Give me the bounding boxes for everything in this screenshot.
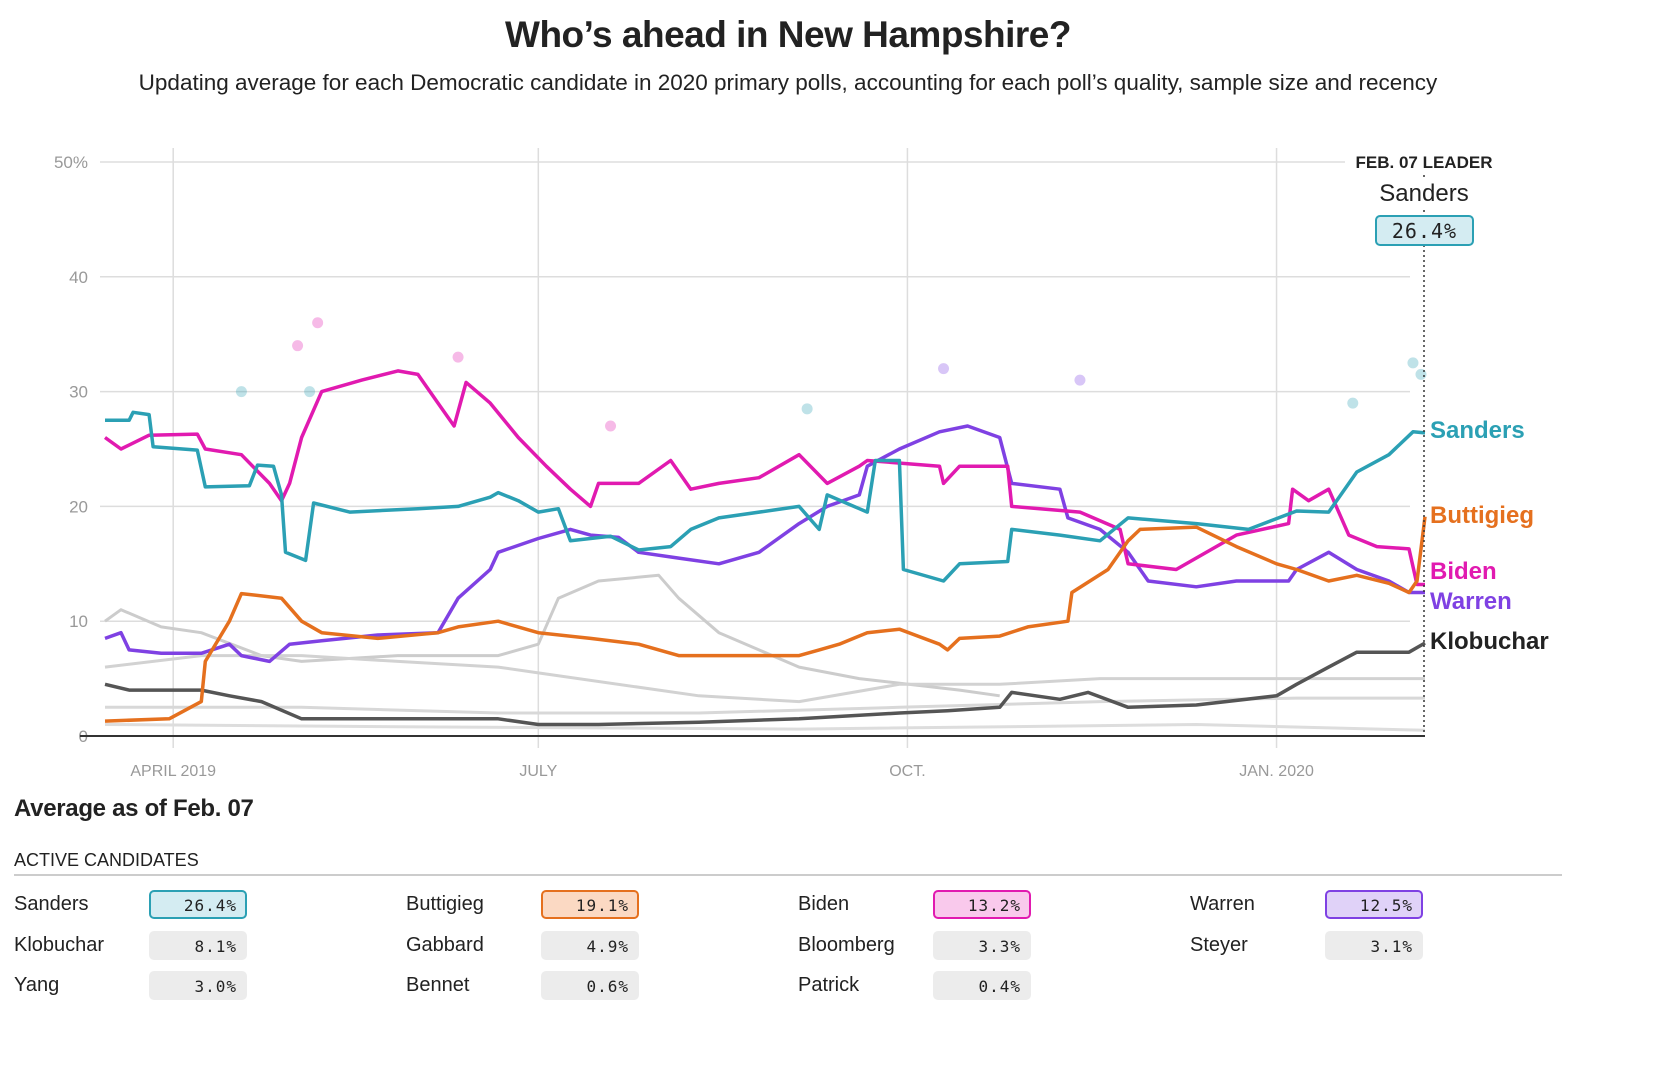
active-candidates-heading: ACTIVE CANDIDATES (14, 850, 199, 870)
candidate-value-badge: 8.1% (149, 930, 247, 960)
candidate-value-badge: 3.1% (1325, 930, 1423, 960)
candidate-row: Klobuchar 8.1% (14, 930, 406, 961)
biden-end-label: Biden (1430, 558, 1497, 585)
candidate-name: Bloomberg (798, 933, 895, 956)
leader-name: Sanders (1377, 180, 1471, 207)
candidate-row: Sanders 26.4% (14, 890, 406, 920)
warren-end-label: Warren (1430, 588, 1512, 615)
candidate-value-badge: 12.5% (1325, 890, 1423, 919)
x-tick-label: APRIL 2019 (130, 763, 216, 780)
x-tick-label: JULY (519, 763, 557, 780)
candidate-value-badge: 13.2% (933, 890, 1031, 919)
poll-dot (801, 403, 813, 415)
poll-dot (1407, 357, 1419, 369)
candidate-name: Steyer (1190, 933, 1248, 956)
y-tick-label: 20 (69, 497, 88, 516)
candidate-name: Patrick (798, 974, 860, 996)
candidate-value-badge: 3.0% (149, 971, 247, 1000)
buttigieg-line (104, 516, 1427, 723)
average-title: Average as of Feb. 07 (14, 795, 254, 822)
candidate-value-badge: 0.4% (933, 971, 1031, 1000)
other-candidate-line (104, 723, 1426, 732)
poll-dot (1415, 368, 1427, 380)
x-tick-label: OCT. (889, 763, 925, 780)
poll-dot (312, 317, 324, 329)
buttigieg-end-label: Buttigieg (1430, 502, 1534, 529)
other-candidate-line (104, 573, 1000, 698)
candidate-name: Warren (1190, 893, 1255, 915)
poll-dot (1074, 374, 1086, 386)
candidate-row: Gabbard 4.9% (406, 930, 798, 961)
candidate-value-badge: 4.9% (541, 930, 639, 960)
poll-dot (235, 386, 247, 398)
poll-dot (938, 363, 950, 375)
poll-dot (304, 386, 316, 398)
y-tick-label: 40 (69, 268, 88, 287)
candidate-row: Warren 12.5% (1190, 890, 1582, 920)
candidate-name: Sanders (14, 893, 89, 915)
candidate-name: Yang (14, 974, 60, 996)
candidate-row: Bennet 0.6% (406, 971, 798, 1001)
candidate-row: Yang 3.0% (14, 971, 406, 1001)
candidate-row: Patrick 0.4% (798, 971, 1190, 1001)
klobuchar-end-label: Klobuchar (1430, 628, 1549, 655)
klobuchar-line (104, 641, 1426, 727)
candidate-value-badge: 19.1% (541, 890, 639, 919)
other-candidate-line (104, 654, 1425, 704)
warren-line (104, 424, 1425, 664)
sanders-end-label: Sanders (1430, 417, 1525, 444)
poll-dot (452, 351, 464, 363)
y-tick-label: 50% (54, 153, 88, 172)
candidate-name: Bennet (406, 974, 470, 996)
poll-dot (292, 340, 304, 352)
candidate-value-badge: 0.6% (541, 971, 639, 1000)
leader-heading: FEB. 07 LEADER (1353, 153, 1495, 172)
candidate-row: Bloomberg 3.3% (798, 930, 1190, 961)
divider (14, 874, 1562, 876)
candidate-row: Steyer 3.1% (1190, 930, 1582, 961)
candidate-name: Gabbard (406, 933, 484, 956)
candidate-value-badge: 3.3% (933, 930, 1031, 960)
y-tick-label: 30 (69, 383, 88, 402)
candidate-row: Buttigieg 19.1% (406, 890, 798, 920)
candidate-value-badge: 26.4% (149, 890, 247, 919)
poll-dot (605, 420, 617, 432)
poll-dot (1347, 397, 1359, 409)
candidate-name: Buttigieg (406, 893, 484, 915)
chart-title: Who’s ahead in New Hampshire? (505, 14, 1071, 55)
biden-line (103, 369, 1425, 587)
chart-subtitle: Updating average for each Democratic can… (138, 70, 1438, 95)
y-tick-label: 10 (69, 612, 88, 631)
candidate-row: Biden 13.2% (798, 890, 1190, 920)
candidate-name: Biden (798, 893, 850, 915)
leader-value-badge: 26.4% (1375, 215, 1474, 246)
sanders-line (105, 410, 1426, 583)
x-tick-label: JAN. 2020 (1239, 763, 1314, 780)
candidate-name: Klobuchar (14, 933, 105, 956)
